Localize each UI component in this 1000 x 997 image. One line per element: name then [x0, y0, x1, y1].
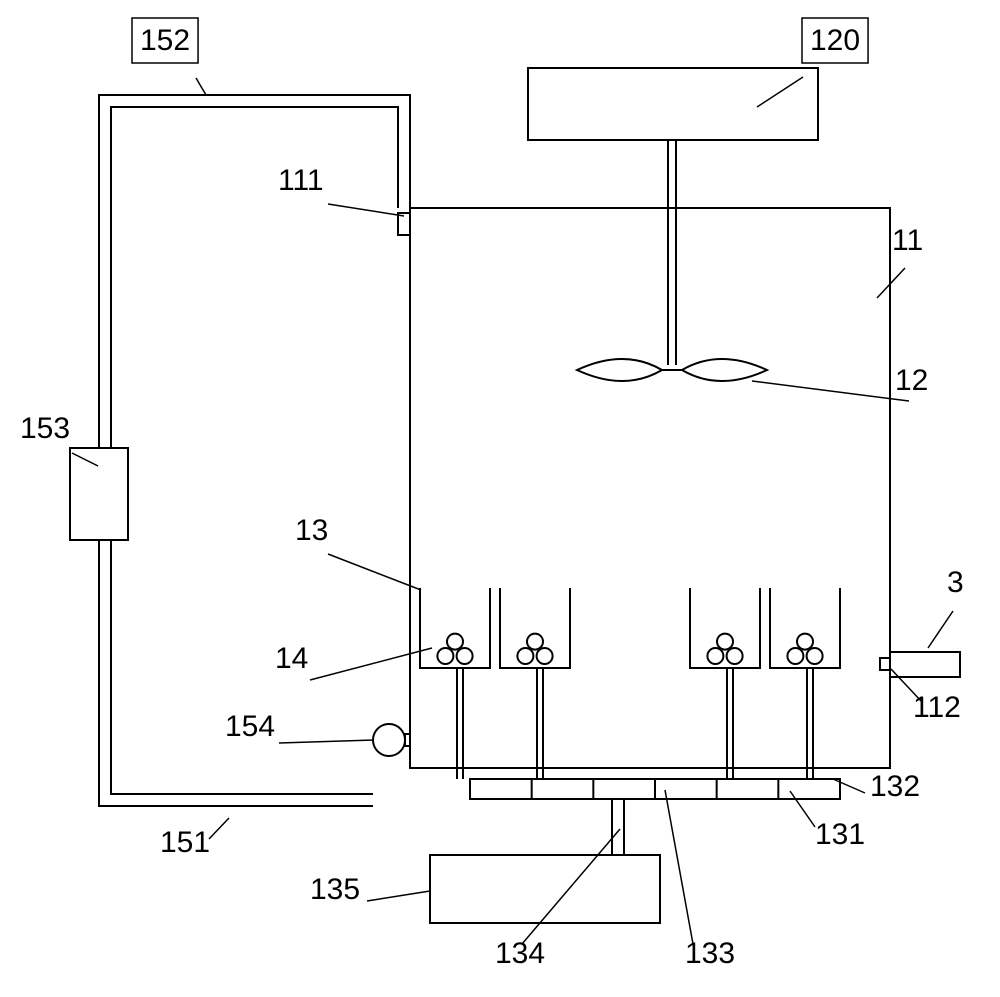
- leader-l111: [328, 204, 404, 216]
- leader-l153: [72, 453, 98, 466]
- ball-14-2-bl: [707, 648, 723, 664]
- ball-14-3-br: [807, 648, 823, 664]
- leader-l152: [196, 78, 206, 95]
- ball-14-1-top: [527, 634, 543, 650]
- leader-l134: [522, 829, 620, 944]
- label-l14: 14: [275, 642, 308, 675]
- outlet-3: [890, 652, 960, 677]
- label-l133: 133: [685, 937, 735, 970]
- leader-l13: [328, 554, 421, 590]
- basket-13-2: [690, 588, 760, 668]
- leader-l132: [833, 779, 865, 793]
- leader-l120: [757, 77, 803, 107]
- label-l3: 3: [947, 566, 964, 599]
- pipe-151-outer: [99, 540, 373, 806]
- leader-l135: [367, 891, 430, 901]
- pipe-151-inner: [111, 540, 373, 794]
- label-l131: 131: [815, 818, 865, 851]
- label-l12: 12: [895, 364, 928, 397]
- label-l111: 111: [278, 164, 324, 197]
- basket-13-0: [420, 588, 490, 668]
- propeller-blade-right: [682, 359, 767, 381]
- label-l153: 153: [20, 412, 70, 445]
- motor-135: [430, 855, 660, 923]
- ball-14-2-br: [727, 648, 743, 664]
- valve-154: [373, 724, 405, 756]
- ball-14-0-bl: [437, 648, 453, 664]
- ball-14-0-top: [447, 634, 463, 650]
- basket-13-3: [770, 588, 840, 668]
- label-l135: 135: [310, 873, 360, 906]
- basket-13-1: [500, 588, 570, 668]
- pump-153: [70, 448, 128, 540]
- leader-l3: [928, 611, 953, 648]
- inlet-111: [398, 213, 410, 235]
- diagram-canvas: 1201521111112153133141541121321311511351…: [0, 0, 1000, 997]
- label-l152: 152: [140, 24, 190, 57]
- leader-l133: [665, 790, 693, 944]
- vessel-11: [410, 208, 890, 768]
- pipe-152-outer: [99, 95, 410, 448]
- propeller-blade-left: [577, 359, 662, 381]
- ball-14-1-br: [537, 648, 553, 664]
- label-l13: 13: [295, 514, 328, 547]
- leader-l131: [790, 791, 815, 827]
- port-112: [880, 658, 890, 670]
- label-l134: 134: [495, 937, 545, 970]
- leader-l151: [209, 818, 229, 839]
- ball-14-3-top: [797, 634, 813, 650]
- ball-14-0-br: [457, 648, 473, 664]
- motor-120: [528, 68, 818, 140]
- ball-14-2-top: [717, 634, 733, 650]
- leader-l154: [279, 740, 374, 743]
- ball-14-1-bl: [517, 648, 533, 664]
- leader-l12: [752, 381, 909, 401]
- pipe-152-inner: [111, 107, 398, 448]
- leader-l14: [310, 648, 432, 680]
- label-l132: 132: [870, 770, 920, 803]
- label-l11: 11: [892, 224, 923, 257]
- label-l112: 112: [913, 691, 961, 724]
- label-l151: 151: [160, 826, 210, 859]
- label-l154: 154: [225, 710, 275, 743]
- label-l120: 120: [810, 24, 860, 57]
- ball-14-3-bl: [787, 648, 803, 664]
